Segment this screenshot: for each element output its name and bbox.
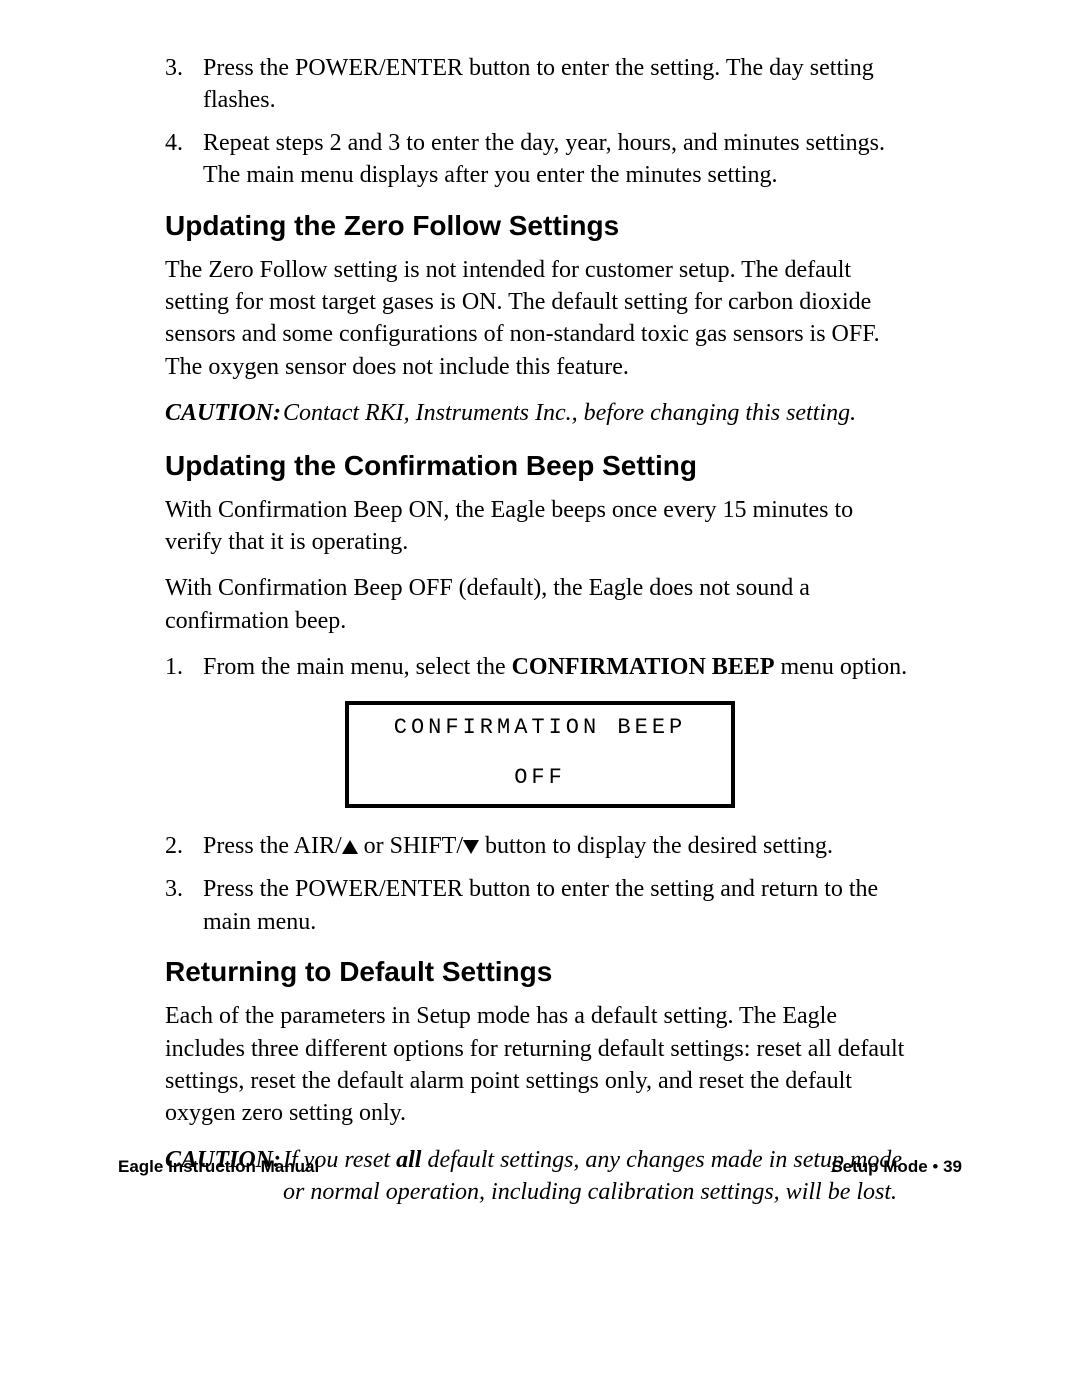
list-item: 3. Press the POWER/ENTER button to enter… <box>165 52 915 117</box>
text-fragment: menu option. <box>775 654 908 680</box>
heading-zero-follow: Updating the Zero Follow Settings <box>165 210 915 242</box>
list-item: 3. Press the POWER/ENTER button to enter… <box>165 873 915 938</box>
footer-page-number: 39 <box>943 1157 962 1176</box>
page-footer: Eagle Instruction Manual Setup Mode • 39 <box>118 1157 962 1177</box>
lcd-line-2: OFF <box>363 765 717 790</box>
beep-steps-list-2: 2. Press the AIR/ or SHIFT/ button to di… <box>165 830 915 938</box>
paragraph: Each of the parameters in Setup mode has… <box>165 1000 915 1130</box>
step-number: 4. <box>165 127 203 192</box>
footer-right: Setup Mode • 39 <box>831 1157 962 1177</box>
footer-left: Eagle Instruction Manual <box>118 1157 319 1177</box>
text-fragment: or SHIFT/ <box>358 833 463 859</box>
step-text: Press the POWER/ENTER button to enter th… <box>203 873 915 938</box>
caution-block: CAUTION: Contact RKI, Instruments Inc., … <box>165 397 915 429</box>
heading-default-settings: Returning to Default Settings <box>165 956 915 988</box>
caution-text: Contact RKI, Instruments Inc., before ch… <box>283 397 915 429</box>
top-steps-list: 3. Press the POWER/ENTER button to enter… <box>165 52 915 192</box>
step-number: 2. <box>165 830 203 863</box>
list-item: 4. Repeat steps 2 and 3 to enter the day… <box>165 127 915 192</box>
lcd-line-1: CONFIRMATION BEEP <box>363 715 717 740</box>
paragraph: With Confirmation Beep OFF (default), th… <box>165 572 915 637</box>
footer-separator: • <box>928 1157 943 1176</box>
down-triangle-icon <box>463 831 479 863</box>
caution-label: CAUTION: <box>165 397 283 429</box>
up-triangle-icon <box>342 831 358 863</box>
paragraph: With Confirmation Beep ON, the Eagle bee… <box>165 494 915 559</box>
step-number: 3. <box>165 52 203 117</box>
page-content: 3. Press the POWER/ENTER button to enter… <box>165 52 915 1229</box>
step-number: 1. <box>165 651 203 683</box>
list-item: 1. From the main menu, select the CONFIR… <box>165 651 915 683</box>
text-fragment: Press the AIR/ <box>203 833 342 859</box>
text-bold: CONFIRMATION BEEP <box>512 654 775 680</box>
step-text: Press the AIR/ or SHIFT/ button to displ… <box>203 830 915 863</box>
beep-steps-list: 1. From the main menu, select the CONFIR… <box>165 651 915 683</box>
step-text: From the main menu, select the CONFIRMAT… <box>203 651 915 683</box>
heading-confirmation-beep: Updating the Confirmation Beep Setting <box>165 450 915 482</box>
paragraph: The Zero Follow setting is not intended … <box>165 254 915 384</box>
list-item: 2. Press the AIR/ or SHIFT/ button to di… <box>165 830 915 863</box>
lcd-display: CONFIRMATION BEEP OFF <box>345 701 735 808</box>
text-fragment: From the main menu, select the <box>203 654 512 680</box>
text-fragment: button to display the desired setting. <box>479 833 833 859</box>
step-text: Press the POWER/ENTER button to enter th… <box>203 52 915 117</box>
step-text: Repeat steps 2 and 3 to enter the day, y… <box>203 127 915 192</box>
footer-section: Setup Mode <box>831 1157 927 1176</box>
step-number: 3. <box>165 873 203 938</box>
